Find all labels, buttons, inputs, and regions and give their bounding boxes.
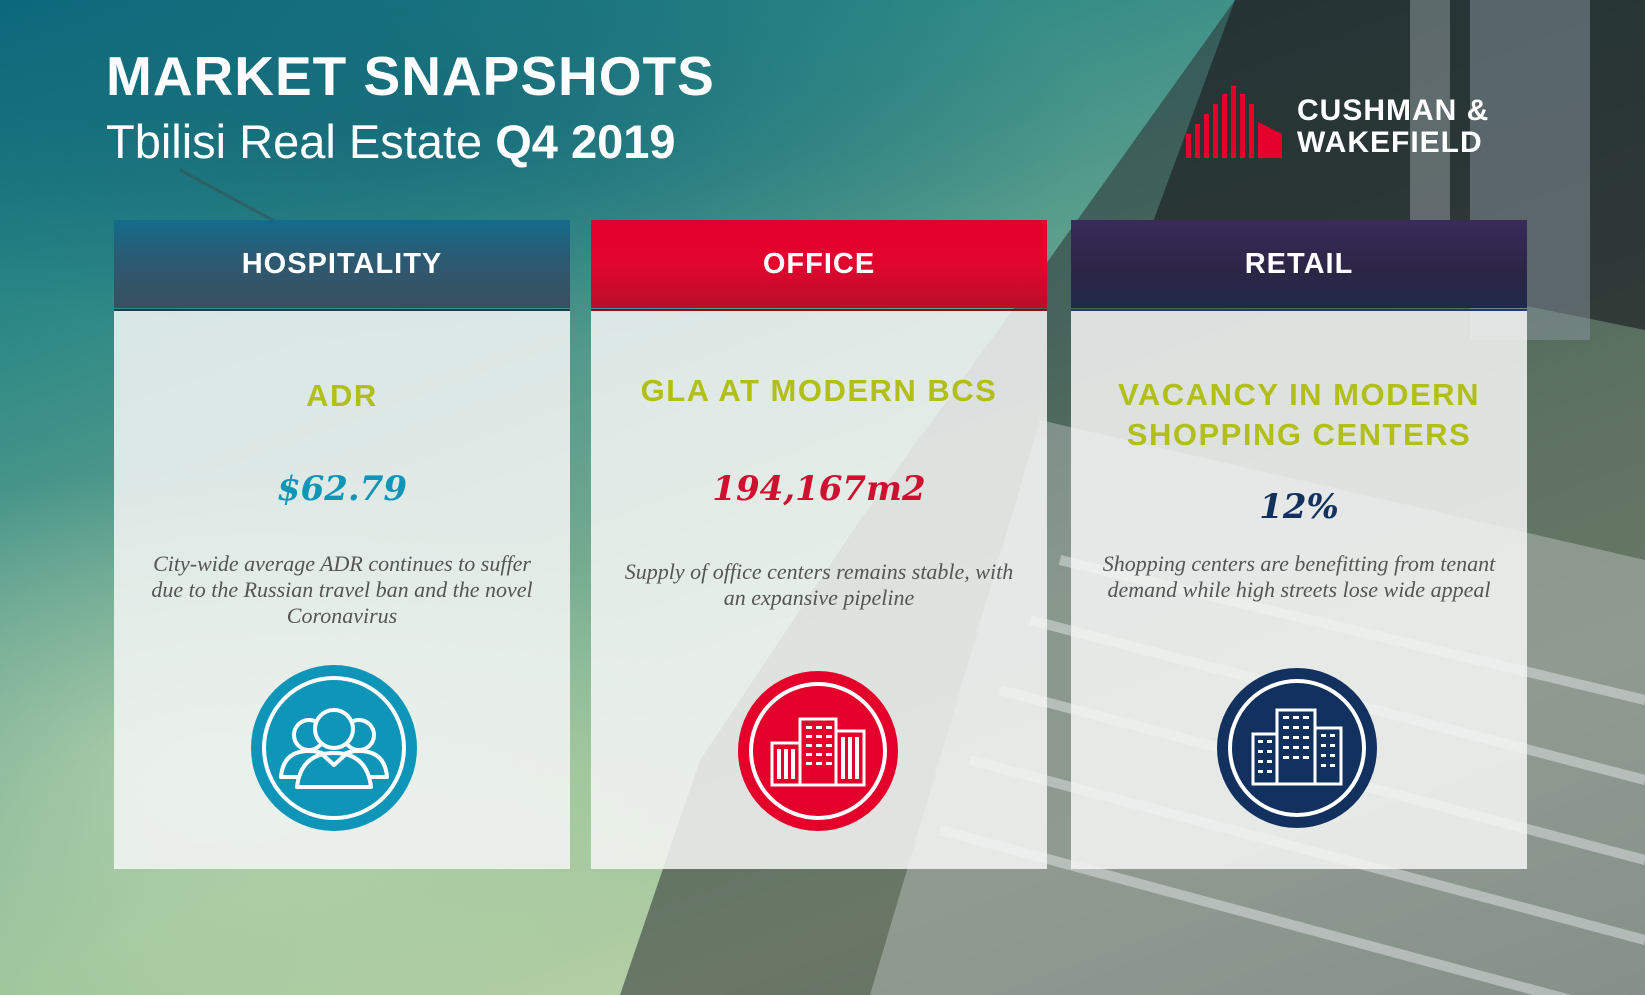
cushman-wakefield-logo: CUSHMAN & WAKEFIELD — [1186, 86, 1526, 160]
city-buildings-icon — [1217, 668, 1377, 828]
card-heading: HOSPITALITY — [114, 220, 570, 308]
metric-value: 194,167m2 — [712, 469, 926, 509]
metric-label: VACANCY IN MODERN SHOPPING CENTERS — [1071, 375, 1527, 455]
metric-label: ADR — [306, 378, 378, 413]
logo-wordmark: CUSHMAN & WAKEFIELD — [1297, 96, 1489, 158]
card-heading: RETAIL — [1071, 220, 1527, 308]
metric-description: Supply of office centers remains stable,… — [624, 559, 1014, 610]
metric-value: $62.79 — [276, 469, 408, 509]
metric-description: Shopping centers are benefitting from te… — [1102, 551, 1496, 602]
metric-value: 12% — [1259, 487, 1339, 527]
card-heading: OFFICE — [591, 220, 1047, 308]
logo-line-1: CUSHMAN & — [1297, 94, 1490, 127]
page-subtitle: Tbilisi Real Estate Q4 2019 — [106, 114, 676, 169]
hospitality-card: HOSPITALITY ADR $62.79 City-wide average… — [114, 220, 570, 869]
office-card: OFFICE GLA AT MODERN BCS 194,167m2 Suppl… — [591, 220, 1047, 869]
subtitle-period: Q4 2019 — [495, 115, 676, 168]
card-body: GLA AT MODERN BCS 194,167m2 Supply of of… — [591, 309, 1047, 869]
page-title: MARKET SNAPSHOTS — [106, 45, 715, 107]
card-body: VACANCY IN MODERN SHOPPING CENTERS 12% S… — [1071, 309, 1527, 869]
metric-description: City-wide average ADR continues to suffe… — [151, 551, 533, 628]
logo-line-2: WAKEFIELD — [1297, 126, 1483, 159]
subtitle-prefix: Tbilisi Real Estate — [106, 115, 483, 168]
metric-label-line-1: VACANCY IN MODERN — [1118, 377, 1480, 412]
retail-card: RETAIL VACANCY IN MODERN SHOPPING CENTER… — [1071, 220, 1527, 869]
office-buildings-icon — [738, 671, 898, 831]
metric-label: GLA AT MODERN BCS — [640, 373, 998, 408]
logo-mark-icon — [1186, 86, 1282, 158]
metric-label-line-2: SHOPPING CENTERS — [1126, 417, 1472, 452]
card-body: ADR $62.79 City-wide average ADR continu… — [114, 309, 570, 869]
people-group-icon — [251, 665, 417, 831]
